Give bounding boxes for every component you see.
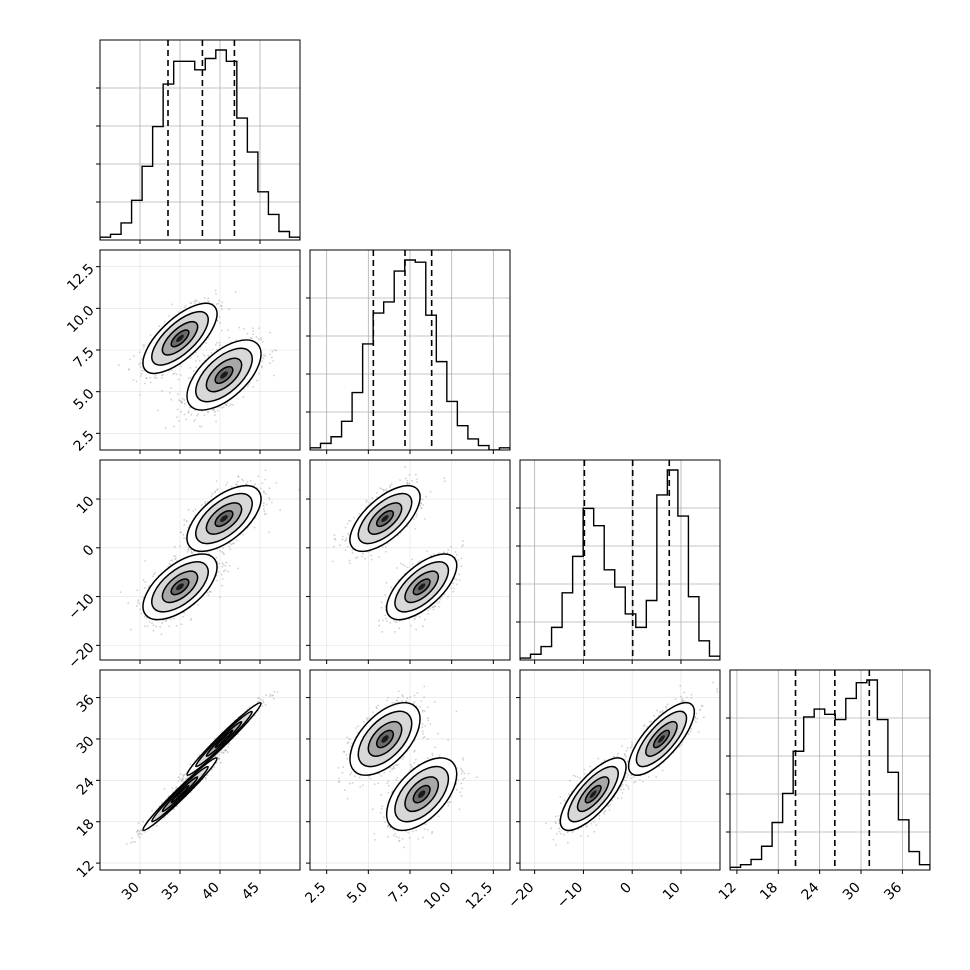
x-tick-label-3-3: 30: [840, 880, 864, 904]
contour-2-1-1-4: [381, 515, 389, 522]
panel-3-0-content: [100, 670, 300, 870]
panel-2-0-content: [100, 460, 300, 660]
x-tick-label-2-2: 0: [617, 880, 635, 898]
contour-2-1-0-4: [417, 583, 426, 591]
panel-1-1-content: [310, 250, 510, 450]
contour-3-1-0-4: [417, 790, 426, 798]
histogram-0: [100, 49, 300, 240]
x-tick-label-0-1: 35: [159, 880, 183, 904]
panel-3-1: 2.5 5.0 7.5 10.0 12.5: [302, 669, 511, 913]
panel-3-2-content: [520, 670, 720, 870]
x-tick-label-0-0: 30: [119, 880, 143, 904]
contour-3-0-1-4: [220, 735, 228, 743]
x-tick-label-3-1: 18: [757, 880, 781, 904]
contour-3-2-0-4: [589, 790, 597, 798]
y-tick-label-2-3: 10: [74, 493, 98, 517]
panel-3-2: −20 −10 0 10: [505, 669, 721, 912]
y-tick-label-1-3: 10.0: [64, 303, 97, 336]
x-tick-label-3-4: 36: [881, 879, 905, 903]
contour-2-0-1-4: [220, 515, 228, 522]
y-tick-label-3-1: 18: [74, 816, 98, 840]
panel-frame: [519, 669, 721, 871]
panel-0-0: [96, 39, 301, 244]
x-tick-label-2-3: 10: [660, 880, 684, 904]
panel-2-1-content: [310, 460, 510, 660]
panel-frame: [99, 459, 301, 661]
x-tick-label-1-3: 10.0: [421, 880, 454, 913]
histogram-3: [730, 679, 930, 870]
contour-2-0-0-4: [176, 583, 184, 591]
contour-3-1-1-4: [381, 735, 389, 743]
y-tick-label-1-1: 5.0: [71, 386, 98, 413]
contour-3-2-1-4: [658, 735, 665, 743]
x-tick-label-1-4: 12.5: [463, 880, 496, 913]
panel-1-1: [306, 249, 511, 454]
x-tick-label-0-2: 40: [199, 880, 223, 904]
contour-1-0-0-4: [176, 334, 184, 343]
x-tick-label-1-1: 5.0: [344, 880, 371, 907]
y-tick-label-3-0: 12: [74, 857, 98, 881]
y-tick-label-1-2: 7.5: [71, 344, 98, 371]
panel-frame: [99, 39, 301, 241]
panel-3-3-content: [730, 670, 930, 870]
panel-1-0-content: [100, 250, 300, 450]
panel-3-0: 30 35 40 45 12 18 24 30 36: [74, 669, 301, 904]
panel-0-0-content: [100, 40, 300, 240]
panel-2-1: [306, 459, 511, 664]
panel-1-0: 2.5 5.0 7.5 10.0 12.5: [64, 249, 301, 455]
y-tick-label-2-2: 0: [80, 542, 98, 560]
y-tick-label-3-3: 30: [74, 733, 98, 757]
panel-frame: [99, 669, 301, 871]
x-tick-label-3-0: 12: [716, 880, 740, 904]
x-tick-label-3-2: 24: [799, 879, 823, 903]
y-tick-label-3-4: 36: [74, 692, 98, 716]
histogram-1: [310, 259, 510, 450]
panel-frame: [519, 459, 721, 661]
histogram-2: [520, 469, 720, 660]
x-tick-label-1-2: 7.5: [386, 880, 413, 907]
y-tick-label-2-0: −20: [65, 640, 97, 672]
panel-2-2-content: [520, 460, 720, 660]
x-tick-label-1-0: 2.5: [302, 880, 329, 907]
y-tick-label-2-1: −10: [65, 591, 97, 623]
y-tick-label-1-4: 12.5: [64, 261, 97, 294]
x-tick-label-2-0: −20: [505, 880, 537, 912]
y-tick-label-3-2: 24: [74, 775, 98, 799]
panel-2-0: −20 −10 0 10: [65, 459, 301, 672]
panel-3-3: 12 18 24 30 36: [716, 669, 931, 904]
panel-frame: [729, 669, 931, 871]
y-tick-label-1-0: 2.5: [71, 428, 98, 455]
x-tick-label-2-1: −10: [554, 880, 586, 912]
panel-2-2: [516, 459, 721, 664]
contour-3-0-0-4: [176, 790, 184, 798]
x-tick-label-0-3: 45: [239, 880, 263, 904]
contour-1-0-1-4: [220, 371, 228, 379]
panel-3-1-content: [310, 670, 510, 870]
